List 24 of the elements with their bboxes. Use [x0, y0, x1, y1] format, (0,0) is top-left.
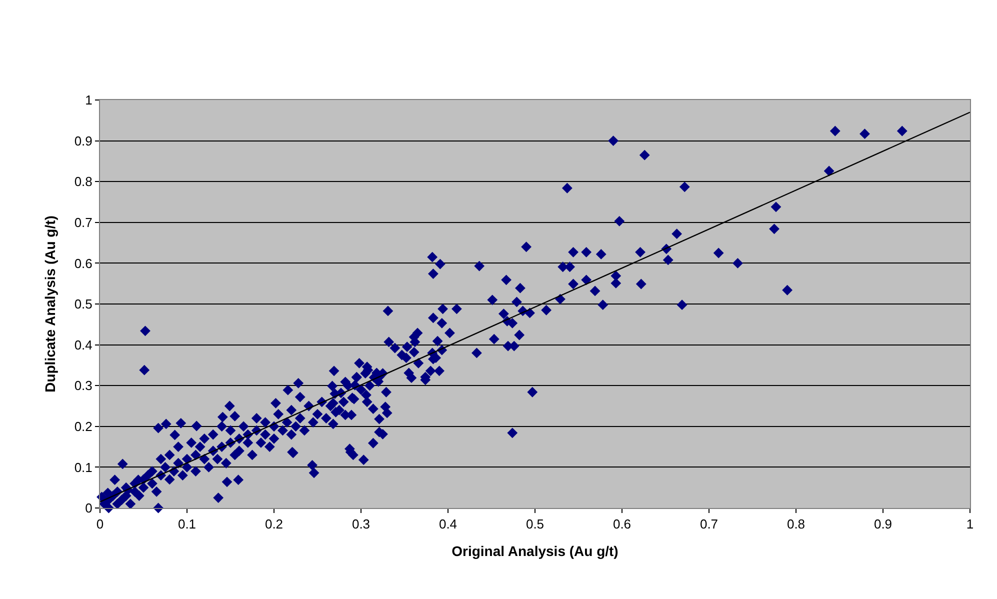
y-tick-label: 0.4	[74, 337, 92, 352]
x-tick-label: 0.9	[874, 516, 892, 532]
y-tick-label: 0.6	[74, 256, 92, 271]
x-tick-label: 0.2	[264, 516, 284, 532]
y-axis-title: Duplicate Analysis (Au g/t)	[42, 216, 58, 392]
y-tick-label: 0.9	[74, 133, 92, 148]
x-tick-label: 0.5	[526, 516, 544, 532]
y-tick-label: 1	[85, 92, 92, 108]
y-tick-label: 0.1	[74, 460, 92, 475]
x-tick-label: 1	[966, 516, 974, 532]
y-tick-label: 0	[85, 500, 92, 516]
y-tick-label: 0.2	[74, 418, 92, 434]
x-tick-label: 0.1	[178, 516, 196, 532]
x-tick-label: 0.6	[612, 516, 632, 532]
y-tick-label: 0.8	[74, 174, 92, 190]
y-tick-label: 0.5	[74, 296, 92, 312]
x-tick-label: 0.3	[352, 516, 370, 532]
x-tick-label: 0.8	[786, 516, 806, 532]
y-tick-label: 0.3	[74, 378, 92, 394]
x-tick-label: 0.4	[438, 516, 458, 532]
x-tick-label: 0	[96, 516, 104, 532]
x-axis-title: Original Analysis (Au g/t)	[452, 542, 618, 559]
y-tick-label: 0.7	[74, 214, 92, 230]
x-tick-label: 0.7	[700, 516, 718, 532]
